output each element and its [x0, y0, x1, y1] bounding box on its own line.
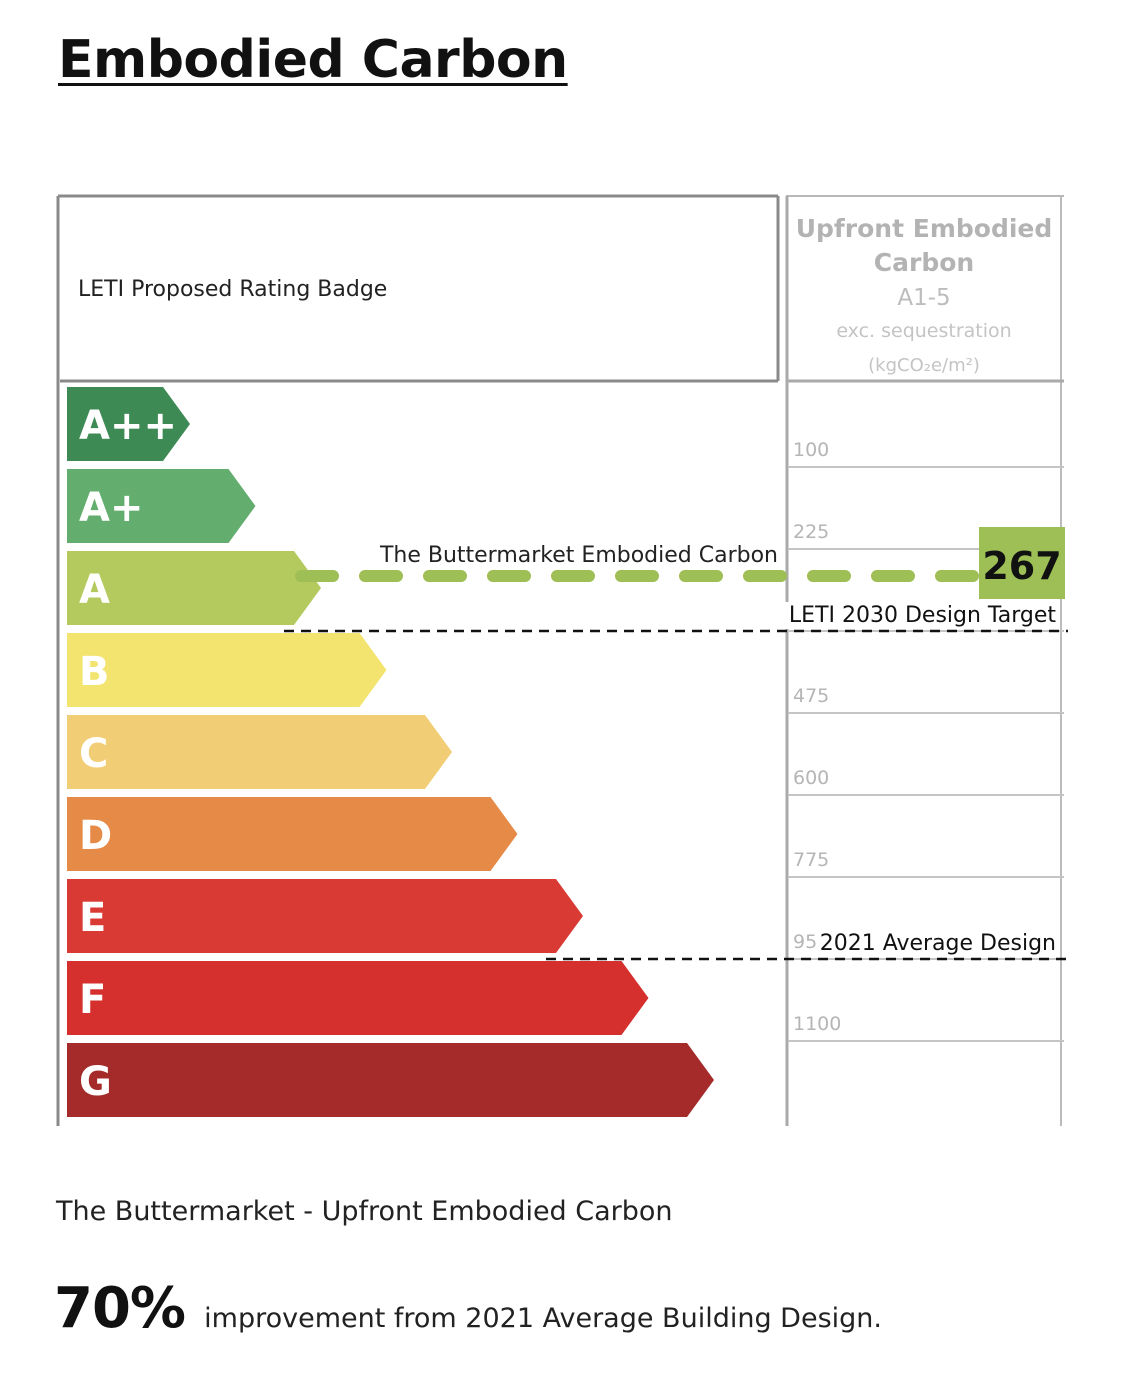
improvement-text: improvement from 2021 Average Building D… — [204, 1303, 882, 1334]
rating-label: G — [79, 1059, 112, 1105]
reference-line-label: 2021 Average Design — [820, 931, 1056, 956]
rating-band-e: E — [67, 879, 583, 953]
rating-bar — [67, 879, 583, 953]
rating-label: A++ — [79, 403, 177, 449]
column-header: Upfront Embodied Carbon A1-5 exc. sequestra… — [796, 214, 1053, 376]
column-header-line: A1-5 — [897, 285, 950, 311]
rating-bar — [67, 469, 256, 543]
table-frame — [56, 194, 1064, 1126]
project-value-line: The Buttermarket Embodied Carbon 267 — [295, 527, 1070, 599]
rating-label: A+ — [79, 485, 143, 531]
threshold-value: 225 — [793, 521, 829, 543]
rating-label: B — [79, 649, 110, 695]
column-header-line: (kgCO₂e/m²) — [868, 355, 980, 376]
rating-bar — [67, 551, 321, 625]
rating-bar — [67, 387, 190, 461]
reference-label-bg — [815, 930, 1058, 957]
rating-label: F — [79, 977, 106, 1023]
rating-bar — [67, 961, 649, 1035]
improvement-percent: 70% — [54, 1276, 186, 1341]
rating-bar — [67, 797, 518, 871]
rating-label: E — [79, 895, 106, 941]
rating-band-c: C — [67, 715, 452, 789]
improvement-stat: 70% improvement from 2021 Average Buildi… — [54, 1276, 882, 1341]
reference-line-label: LETI 2030 Design Target — [789, 603, 1056, 628]
threshold-value: 100 — [793, 439, 829, 461]
project-value: 267 — [982, 544, 1061, 588]
rating-bar — [67, 1043, 714, 1117]
rating-band-d: D — [67, 797, 518, 871]
page-title: Embodied Carbon — [58, 30, 568, 90]
rating-label: A — [79, 567, 110, 613]
reference-lines: LETI 2030 Design Target 2021 Average Desi… — [284, 602, 1068, 961]
rating-label: D — [79, 813, 112, 859]
rating-band-b: B — [67, 633, 387, 707]
rating-bar — [67, 715, 452, 789]
project-value-box — [979, 527, 1065, 599]
rating-bar — [67, 633, 387, 707]
column-header-line: Upfront Embodied — [796, 214, 1053, 243]
rating-band-g: G — [67, 1043, 714, 1117]
column-header-line: exc. sequestration — [836, 320, 1011, 342]
rating-band-f: F — [67, 961, 649, 1035]
reference-line-2021-average-design: 2021 Average Design — [546, 930, 1068, 961]
rating-band-a: A — [67, 551, 321, 625]
rating-label: C — [79, 731, 108, 777]
threshold-value: 475 — [793, 685, 829, 707]
threshold-value: 775 — [793, 849, 829, 871]
column-header-line: Carbon — [874, 248, 974, 277]
rating-band-aplusplus: A++ — [67, 387, 190, 461]
rating-band-aplus: A+ — [67, 469, 256, 543]
reference-line-leti-2030-design-target: LETI 2030 Design Target — [284, 602, 1068, 633]
chart-caption: The Buttermarket - Upfront Embodied Carb… — [56, 1196, 673, 1227]
threshold-value: 1100 — [793, 1013, 841, 1035]
threshold-value: 600 — [793, 767, 829, 789]
project-line-label: The Buttermarket Embodied Carbon — [379, 543, 778, 568]
badge-header: LETI Proposed Rating Badge — [78, 277, 387, 302]
project-marker: The Buttermarket Embodied Carbon 267 — [295, 527, 1070, 599]
rating-chart: LETI Proposed Rating Badge Upfront Embod… — [56, 194, 1070, 1126]
reference-label-bg — [784, 602, 1059, 629]
